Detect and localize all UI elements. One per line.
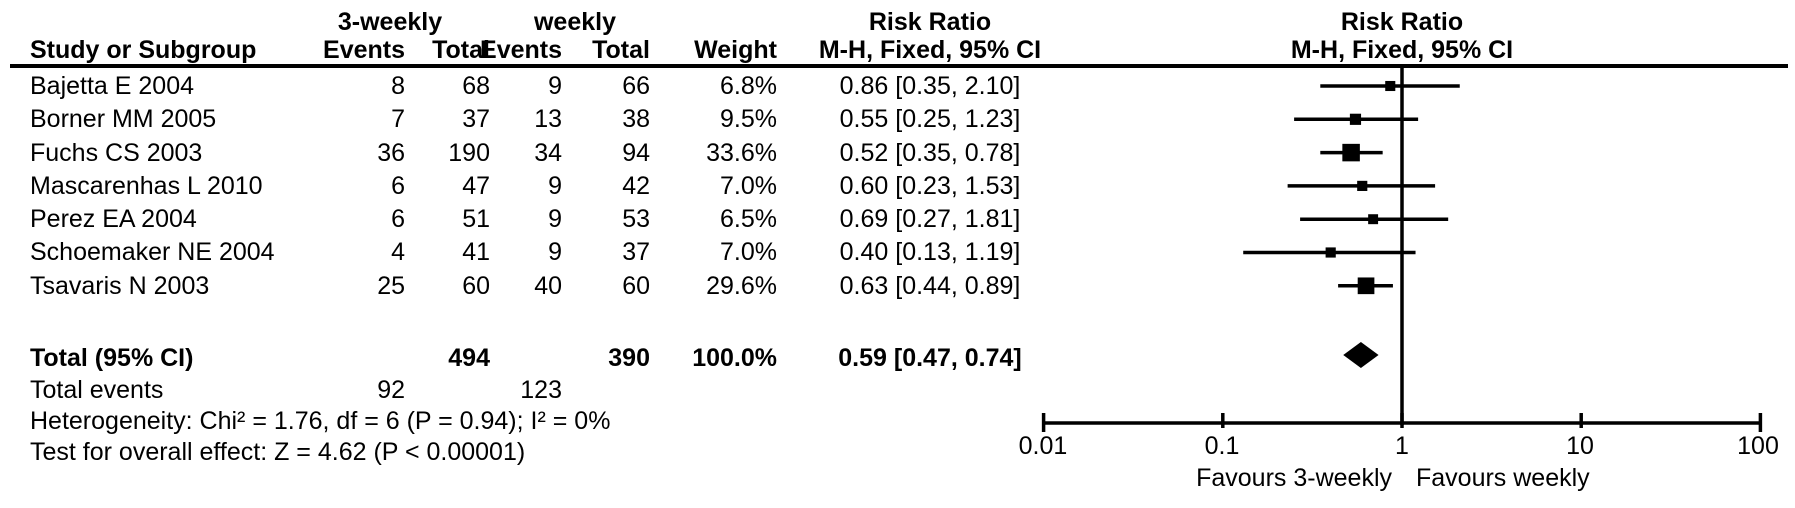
events-group2: 34	[534, 139, 562, 167]
events-group2: 40	[534, 272, 562, 300]
effect-marker	[1342, 143, 1360, 162]
favours-left-label: Favours 3-weekly	[1196, 464, 1392, 492]
heterogeneity-stat: Heterogeneity: Chi² = 1.76, df = 6 (P = …	[30, 407, 611, 435]
effect-marker	[1325, 247, 1336, 258]
events-group2: 9	[548, 172, 562, 200]
total-group1: 60	[462, 272, 490, 300]
effect-marker	[1385, 80, 1396, 92]
total-n-group2: 390	[608, 344, 650, 372]
events-group1: 7	[391, 105, 405, 133]
total-group1: 68	[462, 72, 490, 100]
total-weight: 100.0%	[692, 344, 777, 372]
ci-plot-header: M-H, Fixed, 95% CI	[1290, 36, 1514, 64]
study-name: Bajetta E 2004	[30, 72, 195, 100]
effect-title-plot: Risk Ratio	[1340, 8, 1464, 36]
events-group1: 25	[377, 272, 405, 300]
study-name: Perez EA 2004	[30, 205, 197, 233]
weight-value: 9.5%	[720, 105, 777, 133]
total-group1: 47	[462, 172, 490, 200]
study-name: Tsavaris N 2003	[30, 272, 210, 300]
total-group2: 42	[622, 172, 650, 200]
total-group2: 37	[622, 238, 650, 266]
total-label: Total (95% CI)	[30, 344, 194, 372]
rr-ci-text: 0.40 [0.13, 1.19]	[839, 238, 1021, 266]
summary-diamond	[1343, 342, 1379, 368]
events-group2: 9	[548, 205, 562, 233]
axis-tick-label: 0.1	[1204, 432, 1240, 460]
ci-col-header: M-H, Fixed, 95% CI	[818, 36, 1042, 64]
rr-ci-text: 0.69 [0.27, 1.81]	[839, 205, 1021, 233]
events-group1: 6	[391, 205, 405, 233]
favours-right-label: Favours weekly	[1416, 464, 1590, 492]
study-name: Borner MM 2005	[30, 105, 217, 133]
group2-header: weekly	[533, 8, 616, 36]
weight-value: 7.0%	[720, 172, 777, 200]
events2-col-header: Events	[480, 36, 562, 64]
total-events-label: Total events	[30, 376, 164, 404]
total-group2: 60	[622, 272, 650, 300]
total-group2: 66	[622, 72, 650, 100]
effect-marker	[1357, 180, 1368, 191]
group1-header: 3-weekly	[337, 8, 443, 36]
study-name: Schoemaker NE 2004	[30, 238, 275, 266]
events-group2: 9	[548, 72, 562, 100]
axis-tick-label: 100	[1737, 432, 1779, 460]
axis-tick-label: 0.01	[1018, 432, 1068, 460]
total-group2: 94	[622, 139, 650, 167]
axis-tick-label: 10	[1566, 432, 1594, 460]
total-rr-ci-text: 0.59 [0.47, 0.74]	[838, 344, 1022, 372]
effect-title-table: Risk Ratio	[868, 8, 992, 36]
events-group1: 8	[391, 72, 405, 100]
events-group2: 13	[534, 105, 562, 133]
rr-ci-text: 0.55 [0.25, 1.23]	[839, 105, 1021, 133]
events1-col-header: Events	[323, 36, 405, 64]
weight-value: 7.0%	[720, 238, 777, 266]
total2-col-header: Total	[592, 36, 650, 64]
rr-ci-text: 0.52 [0.35, 0.78]	[839, 139, 1021, 167]
total1-col-header: Total	[432, 36, 490, 64]
weight-col-header: Weight	[694, 36, 777, 64]
total-events-group1: 92	[377, 376, 405, 404]
effect-marker	[1349, 113, 1362, 125]
events-group2: 9	[548, 238, 562, 266]
total-group1: 37	[462, 105, 490, 133]
study-name: Mascarenhas L 2010	[30, 172, 263, 200]
study-name: Fuchs CS 2003	[30, 139, 203, 167]
rr-ci-text: 0.63 [0.44, 0.89]	[839, 272, 1021, 300]
weight-value: 29.6%	[706, 272, 777, 300]
effect-marker	[1368, 214, 1379, 225]
axis-tick-label: 1	[1395, 432, 1409, 460]
total-group1: 41	[462, 238, 490, 266]
weight-value: 6.5%	[720, 205, 777, 233]
effect-marker	[1357, 277, 1375, 295]
study-col-header: Study or Subgroup	[30, 36, 257, 64]
total-events-group2: 123	[520, 376, 562, 404]
weight-value: 33.6%	[706, 139, 777, 167]
total-n-group1: 494	[448, 344, 490, 372]
events-group1: 36	[377, 139, 405, 167]
total-group1: 51	[462, 205, 490, 233]
total-group1: 190	[448, 139, 490, 167]
overall-effect-stat: Test for overall effect: Z = 4.62 (P < 0…	[30, 438, 526, 466]
weight-value: 6.8%	[720, 72, 777, 100]
rr-ci-text: 0.86 [0.35, 2.10]	[839, 72, 1021, 100]
total-group2: 53	[622, 205, 650, 233]
rr-ci-text: 0.60 [0.23, 1.53]	[839, 172, 1021, 200]
events-group1: 6	[391, 172, 405, 200]
total-group2: 38	[622, 105, 650, 133]
events-group1: 4	[391, 238, 405, 266]
